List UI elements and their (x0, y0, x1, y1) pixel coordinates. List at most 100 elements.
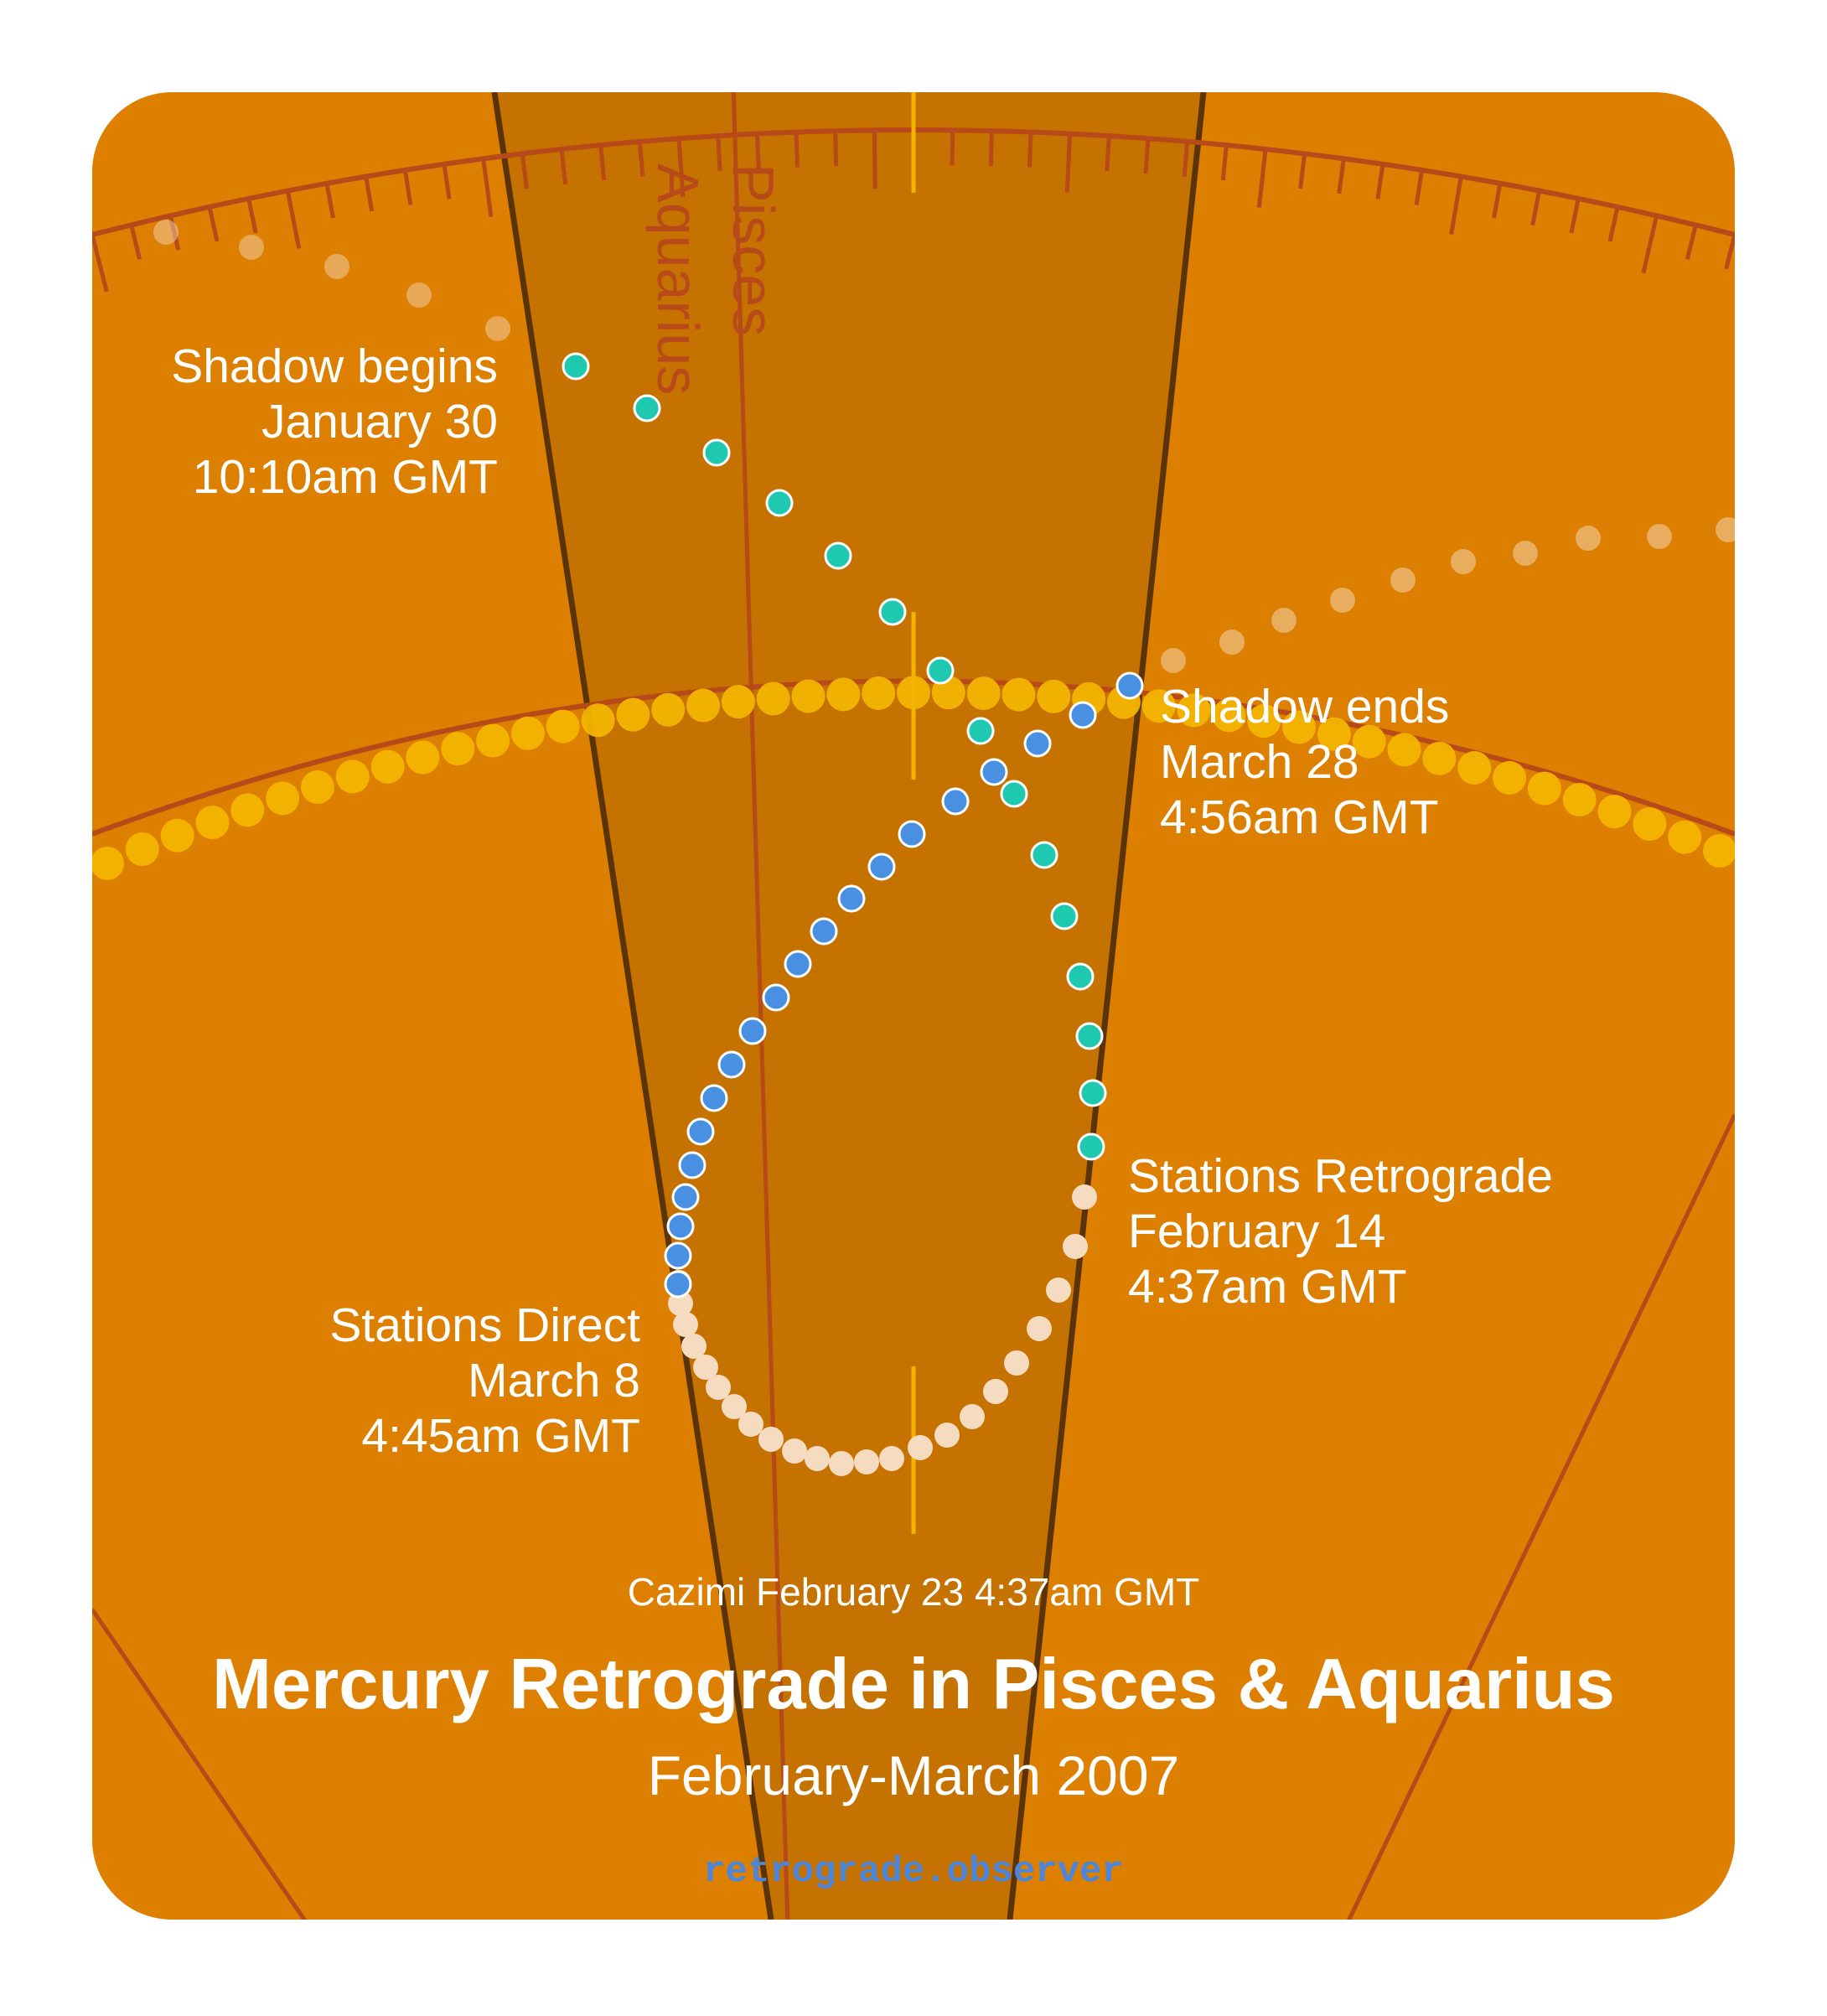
sun-path-dot (791, 679, 826, 713)
sun-path-dot (1597, 795, 1632, 829)
sun-path-dot (546, 709, 580, 744)
sun-path-dot (1282, 710, 1317, 744)
sun-path-dot (1352, 724, 1386, 759)
degree-tick (1298, 153, 1307, 189)
post-shadow-dot (784, 950, 812, 978)
degree-tick (246, 198, 258, 234)
sun-path-dot (1493, 760, 1527, 795)
sun-path-dot (616, 697, 650, 732)
pre-shadow-dot (1050, 902, 1079, 930)
mercury-path-dot (1161, 648, 1186, 673)
degree-tick (207, 206, 220, 242)
post-shadow-dot (810, 917, 838, 946)
shadow-ends-label: Shadow ends March 28 4:56am GMT (1160, 679, 1449, 845)
pre-shadow-dot (1066, 962, 1095, 991)
event-time: 10:10am GMT (192, 450, 498, 504)
sun-path-dot (862, 676, 896, 710)
pre-shadow-dot (1000, 780, 1028, 808)
sun-path-dot (441, 732, 475, 766)
degree-tick (1375, 163, 1385, 200)
mercury-path (92, 220, 1735, 1476)
degree-tick (1105, 135, 1111, 172)
sun-path-dot (651, 692, 686, 727)
sun-path-dot (510, 716, 545, 750)
post-shadow-dot (867, 853, 896, 881)
mercury-path-dot (1451, 549, 1476, 574)
sun-path-dot (756, 682, 790, 716)
mercury-path-dot (153, 220, 179, 245)
post-shadow-dot (738, 1017, 767, 1045)
sun-path-dot (370, 749, 405, 784)
retrograde-dot (706, 1375, 731, 1400)
degree-tick (1182, 141, 1190, 177)
degree-tick (716, 135, 722, 172)
pre-shadow-dot (765, 489, 794, 517)
degree-tick (1027, 132, 1033, 168)
mercury-path-dot (1716, 517, 1735, 542)
sun-path-dot (1212, 698, 1246, 733)
website-link[interactable]: retrograde.observer (703, 1851, 1124, 1893)
sun-path-dot (1457, 751, 1492, 785)
sun-path-dot (686, 688, 721, 723)
mercury-path-dot (239, 235, 264, 260)
event-time: 4:56am GMT (1160, 790, 1439, 844)
cazimi-label: Cazimi February 23 4:37am GMT (627, 1570, 1200, 1614)
sun-path-dot (1668, 820, 1702, 854)
sun-path-dot (335, 759, 370, 794)
mercury-path-dot (406, 282, 432, 308)
post-shadow-dot (666, 1212, 695, 1241)
mercury-path-dot (1330, 588, 1355, 613)
degree-tick (1530, 190, 1542, 226)
post-shadow-dot (1069, 701, 1097, 729)
mercury-path-dot (485, 316, 510, 341)
sun-path-dot (1177, 693, 1211, 728)
degree-tick (520, 153, 529, 189)
post-shadow-dot (1023, 729, 1052, 758)
degree-tick (598, 144, 607, 181)
degree-tick (364, 176, 375, 212)
degree-tick (637, 141, 645, 177)
pre-shadow-dot (926, 656, 955, 685)
degree-tick (1337, 158, 1346, 194)
pre-shadow-dot (633, 394, 661, 422)
sun-path-dot (721, 685, 755, 719)
mercury-path-dot (1219, 630, 1245, 655)
retrograde-dot (782, 1438, 807, 1464)
degree-tick (129, 224, 142, 260)
retrograde-dot (1072, 1184, 1097, 1210)
sun-path-dot (406, 740, 440, 775)
post-shadow-dot (1115, 671, 1144, 700)
post-shadow-dot (686, 1117, 715, 1146)
mercury-path-dot (1647, 524, 1672, 549)
sun-path-dot (1387, 733, 1421, 767)
mercury-path-dot (1576, 526, 1601, 551)
sun-path-dot (826, 677, 861, 712)
retrograde-dot (738, 1412, 763, 1437)
degree-tick (1641, 215, 1659, 274)
sun-path-dot (1527, 771, 1561, 806)
sun-path-dot (195, 806, 230, 840)
degree-tick (950, 130, 955, 166)
retrograde-dot (758, 1427, 784, 1452)
sun-path-dot (92, 847, 124, 880)
chart-title: Mercury Retrograde in Pisces & Aquarius (212, 1645, 1615, 1724)
retrograde-dot (693, 1355, 718, 1380)
retrograde-dot (1004, 1350, 1029, 1376)
pre-shadow-dot (1075, 1022, 1104, 1050)
degree-tick (754, 133, 761, 169)
degree-tick (794, 132, 800, 168)
event-date: March 28 (1160, 735, 1359, 789)
sun-path-dot (1703, 834, 1735, 868)
degree-tick (1220, 144, 1229, 181)
sun-path-dot (266, 781, 300, 816)
pre-shadow-dot (1030, 841, 1058, 869)
pre-shadow-dot (1079, 1079, 1107, 1107)
sign-label-pisces: Pisces (721, 163, 786, 336)
retrograde-dot (960, 1404, 985, 1429)
pre-shadow-dot (562, 352, 590, 381)
event-date: March 8 (468, 1354, 640, 1407)
event-title: Stations Retrograde (1128, 1149, 1553, 1203)
mercury-path-dot (324, 254, 349, 279)
stations-retrograde-label: Stations Retrograde February 14 4:37am G… (1128, 1148, 1553, 1314)
degree-tick (1143, 138, 1151, 174)
